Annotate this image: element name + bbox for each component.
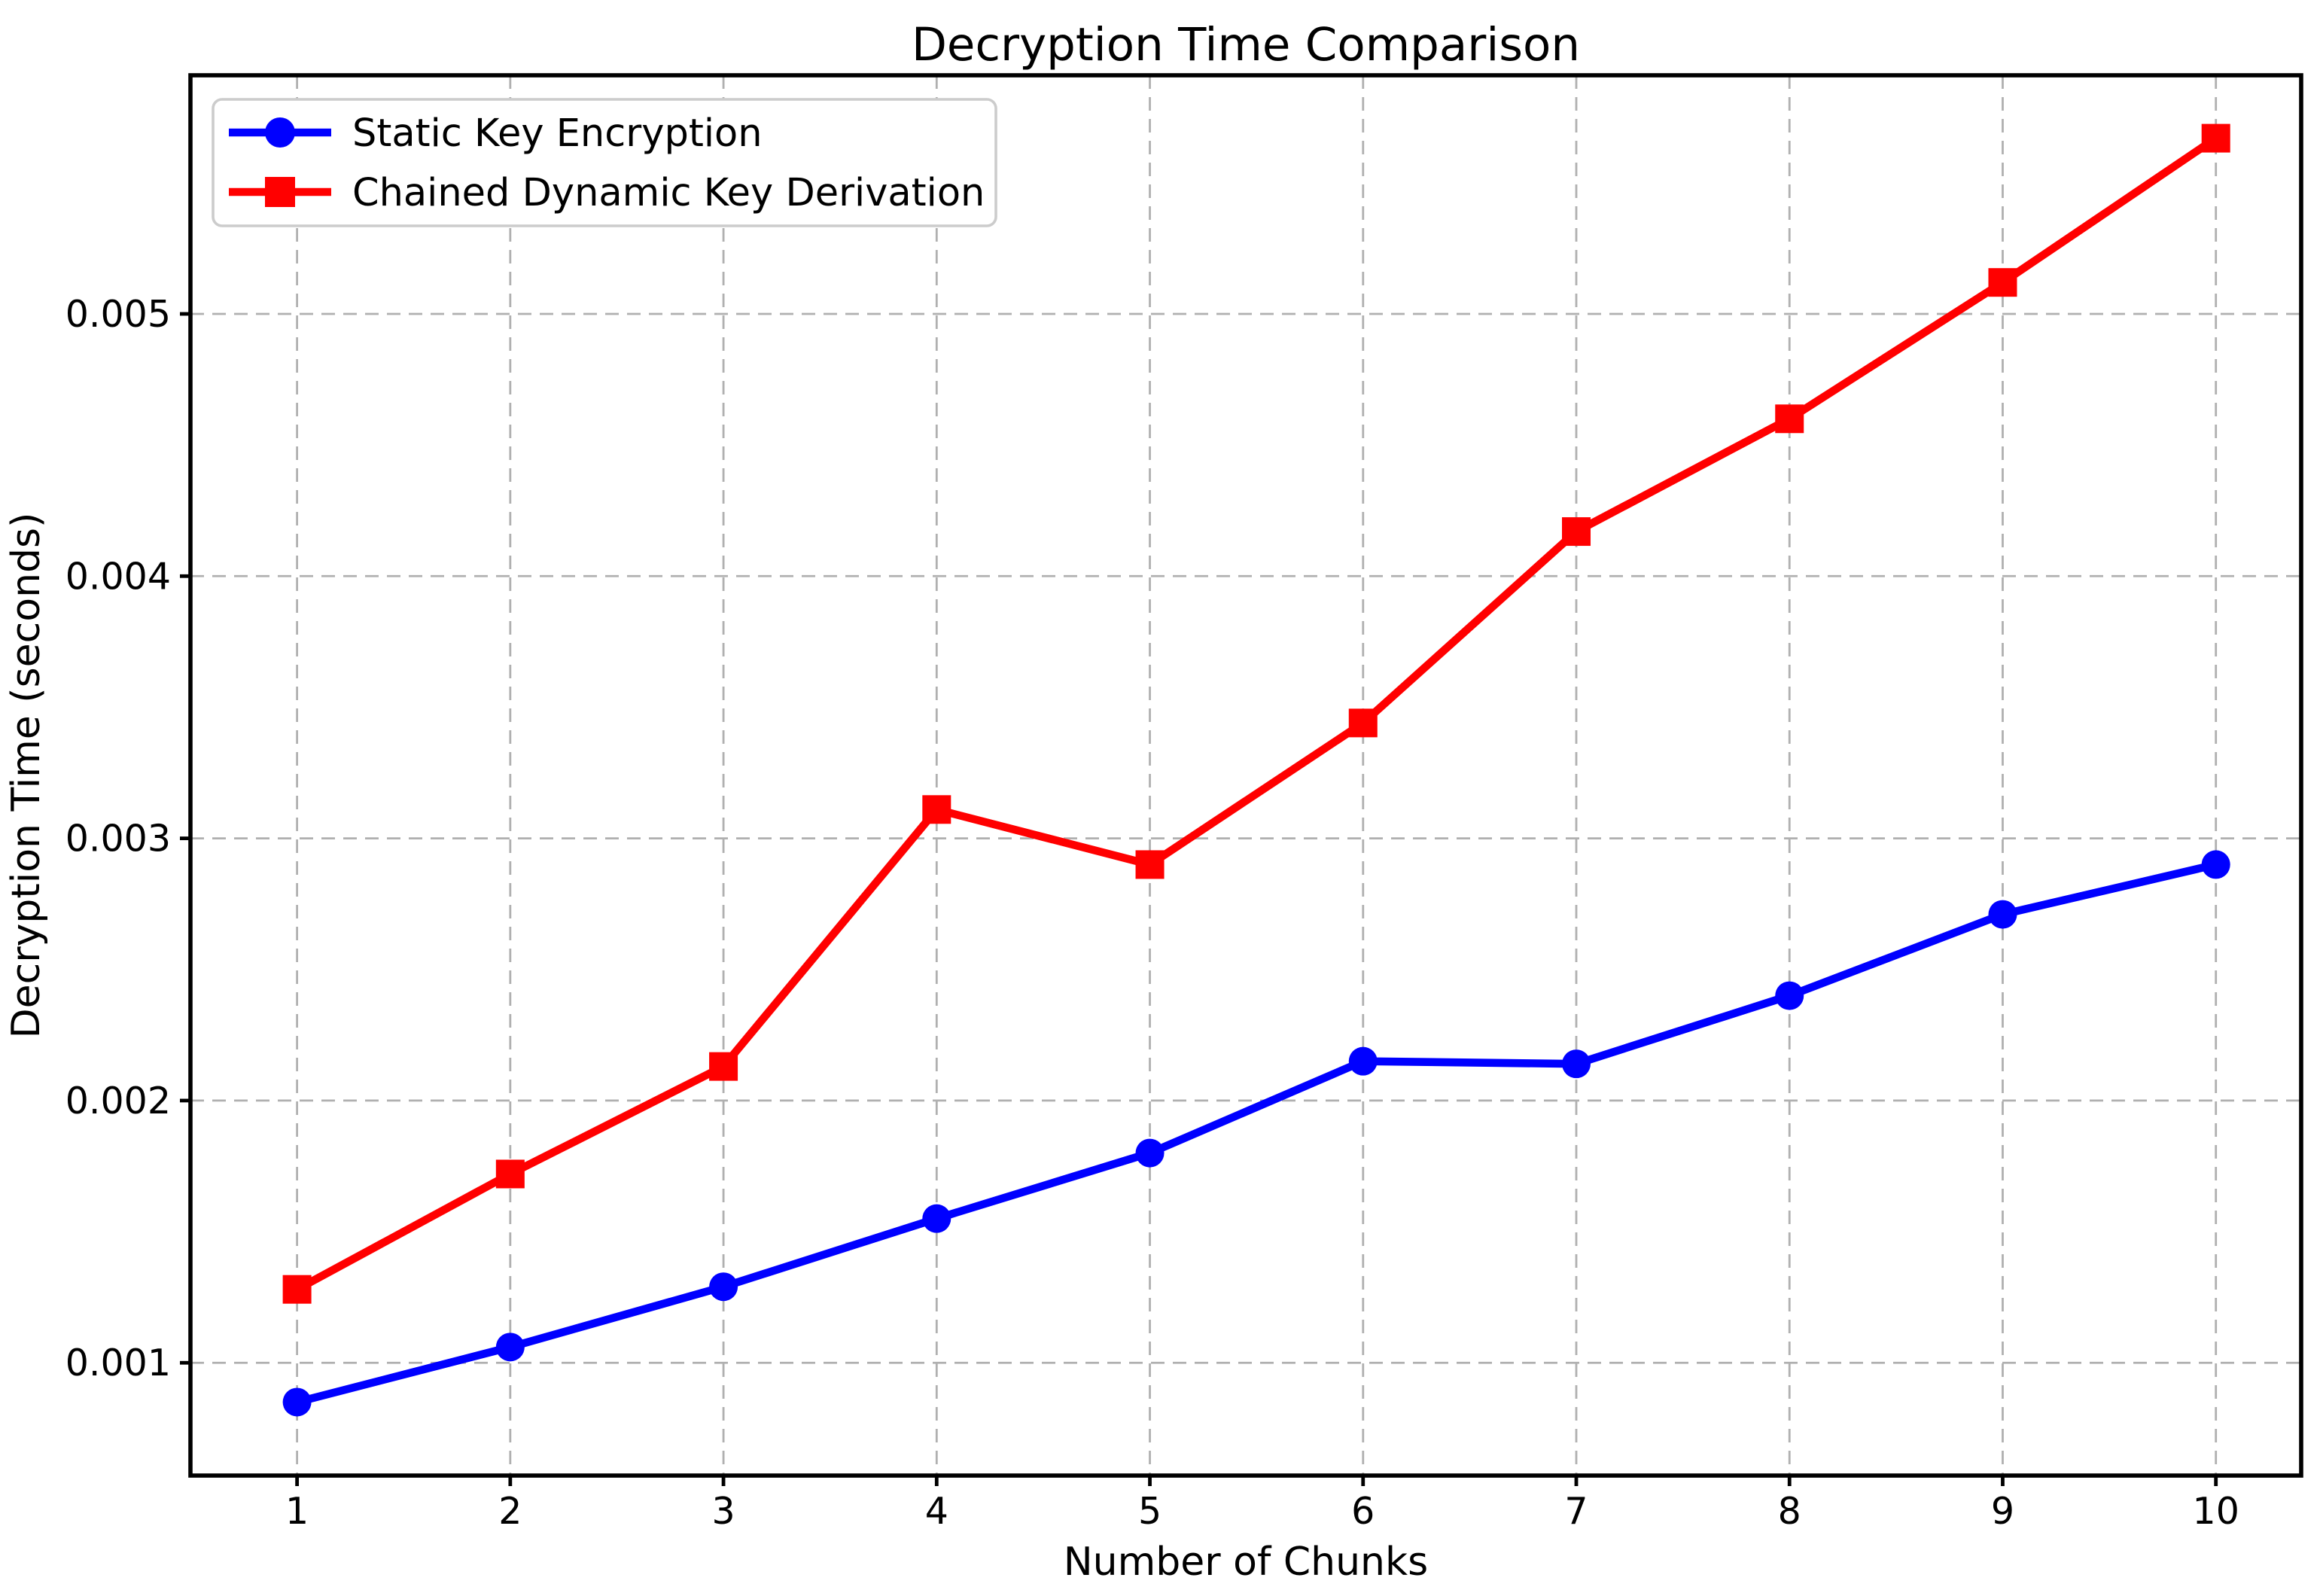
gridlines [190, 75, 2301, 1476]
y-tick-label: 0.004 [65, 555, 171, 598]
data-point-marker [2201, 123, 2230, 153]
x-tick-label: 10 [2193, 1490, 2239, 1533]
x-tick-label: 6 [1351, 1490, 1375, 1533]
axis-ticks [180, 312, 2218, 1486]
legend-square-marker-icon [265, 177, 295, 207]
x-tick-label: 4 [925, 1490, 948, 1533]
data-point-marker [1135, 850, 1165, 879]
legend-label: Chained Dynamic Key Derivation [352, 171, 985, 215]
data-point-marker [1348, 1046, 1378, 1076]
data-point-marker [1135, 1138, 1165, 1168]
series-line-circle [296, 860, 2217, 1406]
legend: Static Key Encryption Chained Dynamic Key… [212, 98, 997, 227]
data-point-marker [282, 1275, 312, 1304]
x-axis-label: Number of Chunks [1064, 1540, 1428, 1585]
data-point-marker [922, 1204, 951, 1233]
y-axis-label: Decryption Time (seconds) [4, 513, 49, 1039]
data-point-marker [1775, 404, 1804, 434]
y-tick-label: 0.005 [65, 293, 171, 336]
legend-label: Static Key Encryption [352, 111, 763, 156]
x-tick-label: 7 [1564, 1490, 1588, 1533]
data-point-marker [495, 1159, 525, 1189]
tick-labels: 1 2 3 4 5 6 7 8 9 10 0.001 0.002 0.003 0.004 0.005 [65, 293, 2239, 1533]
data-point-marker [1348, 708, 1378, 738]
x-tick-label: 1 [285, 1490, 309, 1533]
data-point-marker [709, 1052, 738, 1081]
series-line-square [295, 135, 2218, 1293]
data-point-marker [2201, 850, 2230, 879]
data-point-marker [1562, 517, 1591, 547]
data-point-marker [922, 795, 951, 824]
y-tick-label: 0.003 [65, 818, 171, 860]
y-tick-label: 0.001 [65, 1342, 171, 1384]
x-tick-label: 9 [1991, 1490, 2014, 1533]
x-tick-label: 2 [498, 1490, 522, 1533]
data-point-marker [1988, 268, 2017, 297]
y-tick-label: 0.002 [65, 1080, 171, 1122]
series-lines [282, 123, 2230, 1417]
x-tick-label: 5 [1138, 1490, 1162, 1533]
plot-frame [188, 73, 2303, 1478]
x-tick-label: 3 [711, 1490, 735, 1533]
chart-title: Decryption Time Comparison [912, 18, 1580, 72]
x-tick-label: 8 [1778, 1490, 1801, 1533]
legend-circle-marker-icon [265, 117, 295, 148]
data-point-marker [1988, 900, 2017, 929]
data-point-marker [1775, 981, 1804, 1010]
data-point-marker [1562, 1049, 1591, 1079]
data-point-marker [495, 1333, 525, 1362]
data-point-marker [709, 1272, 738, 1302]
data-point-marker [282, 1387, 312, 1417]
legend-box [212, 98, 997, 227]
